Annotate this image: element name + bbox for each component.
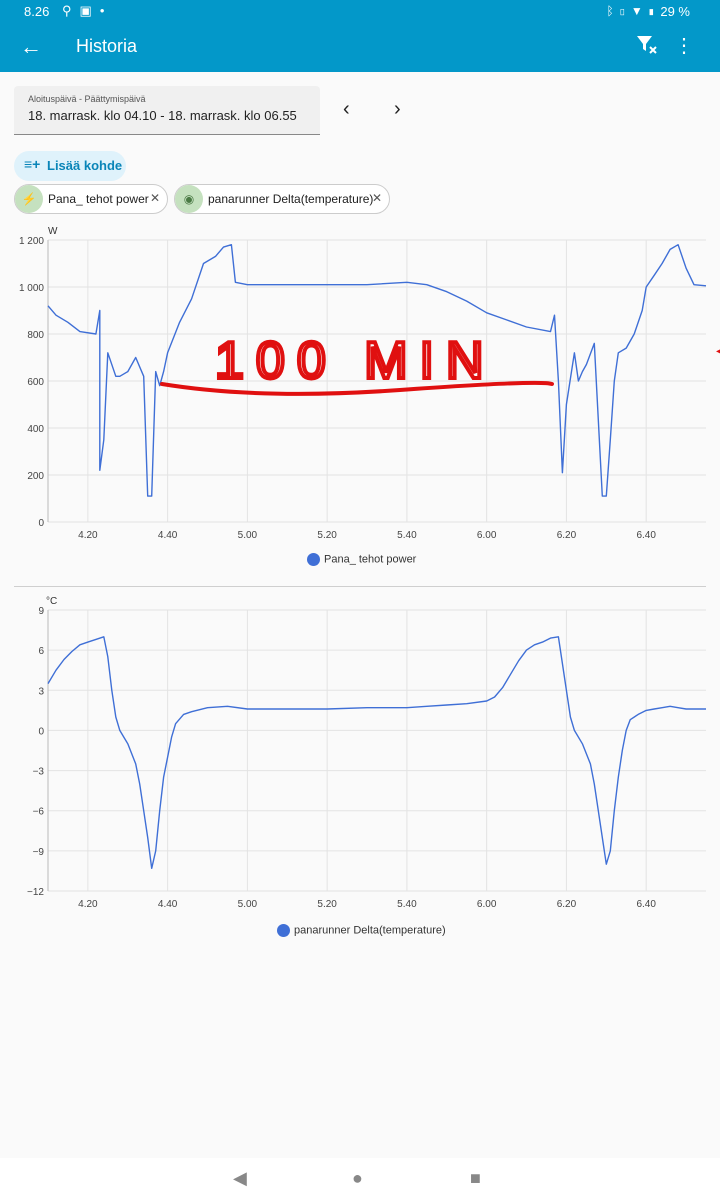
- close-icon[interactable]: ✕: [371, 191, 382, 205]
- close-icon[interactable]: ✕: [149, 191, 160, 205]
- x-tick-label: 4.40: [158, 530, 178, 541]
- y-tick-label: −3: [33, 767, 45, 778]
- power-legend[interactable]: Pana_ tehot power: [307, 553, 416, 566]
- app-bar: ← Historia ⋮: [0, 24, 720, 72]
- wifi-icon: ▼: [630, 4, 648, 18]
- dot-icon: •: [99, 3, 113, 18]
- series-line: [47, 244, 707, 497]
- legend-label: Pana_ tehot power: [324, 553, 417, 566]
- x-tick-label: 5.00: [238, 899, 258, 910]
- y-tick-label: 1 200: [19, 236, 44, 247]
- x-tick-label: 5.40: [397, 530, 417, 541]
- legend-swatch: [277, 924, 290, 937]
- chip-temperature[interactable]: ◉ panarunner Delta(temperature) ✕: [174, 184, 390, 214]
- back-arrow-icon[interactable]: ←: [20, 34, 42, 59]
- x-tick-label: 5.40: [397, 899, 417, 910]
- annotation-text: 100 MIN: [215, 332, 496, 390]
- power-chart: W 0 200 400 600 800 1 000 1 200 4.20 4.40 5.00 5.2…: [19, 226, 707, 541]
- x-tick-label: 4.20: [78, 899, 98, 910]
- x-tick-label: 6.00: [477, 899, 497, 910]
- x-tick-label: 5.00: [238, 530, 258, 541]
- y-tick-label: 600: [27, 377, 44, 388]
- x-tick-label: 4.40: [158, 899, 178, 910]
- y-tick-label: 400: [27, 424, 44, 435]
- lightning-icon: ⚡: [15, 185, 43, 213]
- y-tick-label: 6: [38, 646, 44, 657]
- date-range-field[interactable]: Aloituspäivä - Päättymispäivä 18. marras…: [14, 86, 320, 135]
- series-line: [47, 636, 706, 869]
- more-vert-icon[interactable]: ⋮: [674, 35, 694, 57]
- status-bar: 8.26 ⚲▣• ᛒ▯▼▮ 29 %: [0, 0, 720, 24]
- playlist-add-icon: ≡+: [24, 156, 41, 172]
- eye-icon: ◉: [175, 185, 203, 213]
- y-axis-label: W: [48, 226, 58, 237]
- location-icon: ⚲: [62, 3, 80, 18]
- annotation-mark: ◀: [716, 346, 720, 357]
- x-tick-label: 4.20: [78, 530, 98, 541]
- date-range-value: 18. marrask. klo 04.10 - 18. marrask. kl…: [28, 108, 297, 123]
- date-range-label: Aloituspäivä - Päättymispäivä: [28, 94, 146, 104]
- bluetooth-icon: ᛒ: [606, 4, 619, 18]
- chip-power-label: Pana_ tehot power: [48, 192, 149, 206]
- x-tick-label: 5.20: [317, 899, 337, 910]
- battery-icon: ▮: [647, 4, 660, 18]
- nav-recents-icon[interactable]: ■: [470, 1168, 481, 1188]
- temperature-legend[interactable]: panarunner Delta(temperature): [277, 924, 446, 937]
- y-axis-label: °C: [46, 596, 57, 607]
- add-target-label: Lisää kohde: [47, 158, 123, 173]
- chip-temperature-label: panarunner Delta(temperature): [208, 192, 374, 206]
- x-tick-label: 6.40: [636, 899, 656, 910]
- x-tick-label: 6.20: [557, 530, 577, 541]
- legend-swatch: [307, 553, 320, 566]
- y-tick-label: 200: [27, 471, 44, 482]
- y-tick-label: −12: [27, 887, 44, 898]
- y-tick-label: 0: [38, 726, 44, 737]
- vibrate-icon: ▯: [618, 4, 631, 18]
- previous-period-chevron-icon[interactable]: ‹: [343, 98, 350, 120]
- nav-home-icon[interactable]: ●: [352, 1168, 363, 1188]
- next-period-chevron-icon[interactable]: ›: [394, 98, 401, 120]
- nav-back-icon[interactable]: ◀: [233, 1168, 247, 1188]
- chip-power[interactable]: ⚡ Pana_ tehot power ✕: [14, 184, 168, 214]
- notification-icons: ⚲▣•: [62, 3, 112, 19]
- x-tick-label: 6.20: [557, 899, 577, 910]
- temperature-chart: °C −12 −9 −6 −3 0 3 6 9 4.20 4.40 5.00 5.20 5.40 6.00…: [27, 596, 706, 910]
- y-tick-label: 0: [38, 518, 44, 529]
- y-tick-label: −6: [33, 807, 45, 818]
- y-tick-label: −9: [33, 847, 45, 858]
- add-target-button[interactable]: ≡+ Lisää kohde: [14, 151, 126, 181]
- status-time: 8.26: [24, 4, 50, 19]
- chart-divider: [14, 586, 706, 587]
- annotation-overlay: 100 MIN: [160, 330, 554, 396]
- y-tick-label: 800: [27, 330, 44, 341]
- annotation-underline: [160, 380, 554, 396]
- y-tick-label: 3: [38, 686, 44, 697]
- x-tick-label: 6.00: [477, 530, 497, 541]
- y-tick-label: 1 000: [19, 283, 44, 294]
- battery-level: 29 %: [660, 4, 690, 19]
- x-tick-label: 6.40: [636, 530, 656, 541]
- y-tick-label: 9: [38, 606, 44, 617]
- system-icons: ᛒ▯▼▮: [607, 4, 661, 18]
- app-notification-icon: ▣: [79, 3, 100, 18]
- x-tick-label: 5.20: [317, 530, 337, 541]
- legend-label: panarunner Delta(temperature): [294, 924, 446, 937]
- clear-filter-icon[interactable]: [636, 34, 658, 59]
- system-nav-bar: ◀ ● ■: [0, 1158, 720, 1200]
- page-title: Historia: [76, 36, 138, 56]
